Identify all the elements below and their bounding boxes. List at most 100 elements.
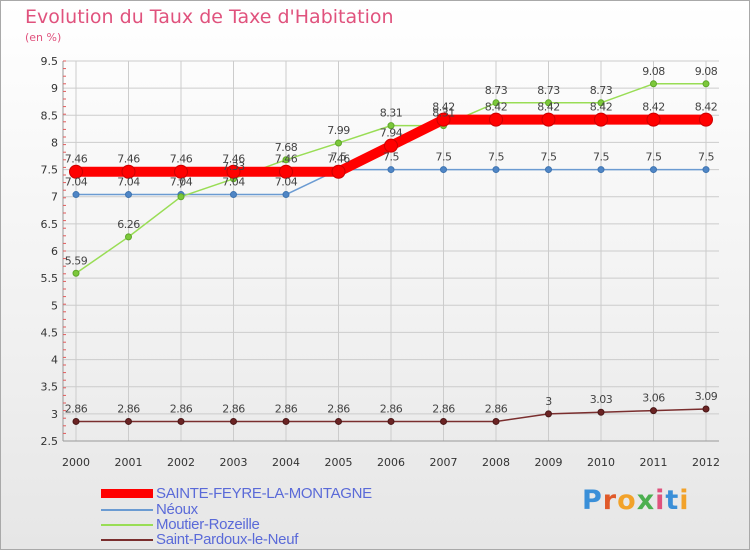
data-point-neoux xyxy=(597,166,605,174)
y-tick-label: 2.5 xyxy=(41,435,59,448)
data-label-moutier-rozeille: 8.73 xyxy=(485,84,508,97)
data-label-saint-pardoux: 3.03 xyxy=(590,393,613,406)
x-tick-label: 2009 xyxy=(535,456,563,469)
data-point-sainte-feyre xyxy=(279,164,293,179)
data-label-neoux: 7.04 xyxy=(222,176,245,189)
legend-label: Saint-Pardoux-le-Neuf xyxy=(156,531,299,548)
y-tick-label: 9.5 xyxy=(41,55,59,68)
data-label-sainte-feyre: 7.46 xyxy=(117,153,140,166)
legend-item-moutier-rozeille: Moutier-Rozeille xyxy=(101,516,260,533)
series-labels: 7.46 7.46 7.46 7.46 7.46 7.46 7.94 8.42 8.42 8.42… xyxy=(65,65,718,416)
y-tick-label: 5 xyxy=(51,299,58,312)
data-point-sainte-feyre xyxy=(594,112,608,127)
data-point-sainte-feyre xyxy=(384,138,398,153)
data-label-neoux: 7.5 xyxy=(383,151,399,164)
data-point-neoux xyxy=(492,166,500,174)
data-label-moutier-rozeille: 5.59 xyxy=(65,254,88,267)
data-label-moutier-rozeille: 6.26 xyxy=(117,218,140,231)
data-label-saint-pardoux: 2.86 xyxy=(432,402,455,415)
y-tick-label: 5.5 xyxy=(41,272,59,285)
data-point-moutier-rozeille xyxy=(650,80,657,88)
data-point-neoux xyxy=(125,191,132,199)
data-point-sainte-feyre xyxy=(174,164,188,179)
proxiti-logo: Proxiti xyxy=(582,485,690,516)
data-point-sainte-feyre xyxy=(699,112,713,127)
data-point-saint-pardoux xyxy=(492,417,500,425)
data-point-sainte-feyre xyxy=(436,112,451,127)
data-point-saint-pardoux xyxy=(440,417,447,425)
data-point-moutier-rozeille xyxy=(282,156,290,164)
x-tick-label: 2012 xyxy=(692,456,720,469)
y-tick-label: 8 xyxy=(51,136,58,149)
chart-axes: 2.5 3 3.5 4 4.5 5 5.5 6 6.5 7 7.5 8 8.5 9 9.5 2000 2001 2… xyxy=(41,55,721,469)
y-tick-label: 7 xyxy=(51,191,58,204)
logo-letter: r xyxy=(602,485,618,516)
legend-swatch xyxy=(101,489,153,498)
data-label-sainte-feyre: 8.42 xyxy=(695,101,718,114)
y-tick-label: 4 xyxy=(51,354,58,367)
data-point-sainte-feyre xyxy=(226,164,241,179)
data-label-sainte-feyre: 7.46 xyxy=(65,153,88,166)
data-label-saint-pardoux: 2.86 xyxy=(380,402,403,415)
y-tick-label: 3.5 xyxy=(41,381,59,394)
data-label-saint-pardoux: 2.86 xyxy=(65,402,88,415)
data-point-saint-pardoux xyxy=(335,417,342,425)
data-label-neoux: 7.04 xyxy=(170,176,193,189)
data-label-saint-pardoux: 3.09 xyxy=(695,390,718,403)
x-tick-label: 2006 xyxy=(377,456,405,469)
data-label-sainte-feyre: 7.46 xyxy=(275,153,298,166)
legend-item-saint-pardoux: Saint-Pardoux-le-Neuf xyxy=(101,531,298,548)
data-label-saint-pardoux: 3.06 xyxy=(642,392,665,405)
legend-label: Moutier-Rozeille xyxy=(156,516,260,533)
data-label-moutier-rozeille: 7.68 xyxy=(275,141,298,154)
data-label-saint-pardoux: 2.86 xyxy=(485,402,508,415)
legend-swatch xyxy=(101,508,153,511)
data-label-moutier-rozeille: 7.99 xyxy=(327,124,350,137)
data-point-sainte-feyre xyxy=(69,164,83,179)
data-label-sainte-feyre: 7.94 xyxy=(380,127,403,140)
chart-subtitle: (en %) xyxy=(25,31,62,44)
data-point-neoux xyxy=(72,191,80,199)
data-point-saint-pardoux xyxy=(177,417,185,425)
data-point-sainte-feyre xyxy=(541,112,556,127)
data-label-moutier-rozeille: 9.08 xyxy=(695,65,718,78)
legend-item-sainte-feyre: SAINTE-FEYRE-LA-MONTAGNE xyxy=(101,485,372,502)
data-label-neoux: 7.5 xyxy=(698,151,714,164)
logo-letter: x xyxy=(636,485,656,516)
legend-swatch xyxy=(101,523,153,526)
data-label-saint-pardoux: 2.86 xyxy=(170,402,193,415)
data-point-saint-pardoux xyxy=(702,405,710,413)
data-point-saint-pardoux xyxy=(387,417,395,425)
y-tick-label: 3 xyxy=(51,408,58,421)
data-point-saint-pardoux xyxy=(72,417,80,425)
y-tick-label: 9 xyxy=(51,82,58,95)
data-point-saint-pardoux xyxy=(230,417,237,425)
data-label-sainte-feyre: 8.42 xyxy=(485,101,508,114)
logo-letter: o xyxy=(617,485,637,516)
chart-title: Evolution du Taux de Taxe d'Habitation xyxy=(25,6,394,28)
data-point-neoux xyxy=(545,166,552,174)
x-tick-label: 2004 xyxy=(272,456,300,469)
data-point-moutier-rozeille xyxy=(125,233,132,241)
data-label-neoux: 7.5 xyxy=(646,151,662,164)
data-point-moutier-rozeille xyxy=(492,99,500,107)
x-tick-label: 2002 xyxy=(167,456,195,469)
y-tick-label: 6.5 xyxy=(41,218,59,231)
data-label-neoux: 7.5 xyxy=(541,151,557,164)
y-tick-label: 4.5 xyxy=(41,326,59,339)
logo-letter: t xyxy=(665,485,680,516)
data-label-sainte-feyre: 7.46 xyxy=(327,153,350,166)
data-label-moutier-rozeille: 7 xyxy=(178,178,185,191)
logo-letter: i xyxy=(679,485,690,516)
logo-letter: P xyxy=(582,485,603,516)
data-label-moutier-rozeille: 8.31 xyxy=(380,107,403,120)
data-point-neoux xyxy=(387,166,395,174)
x-tick-label: 2011 xyxy=(640,456,668,469)
data-label-sainte-feyre: 7.46 xyxy=(222,153,245,166)
x-tick-label: 2005 xyxy=(325,456,353,469)
data-point-saint-pardoux xyxy=(650,407,657,415)
data-point-sainte-feyre xyxy=(331,164,346,179)
logo-letter: i xyxy=(655,485,666,516)
